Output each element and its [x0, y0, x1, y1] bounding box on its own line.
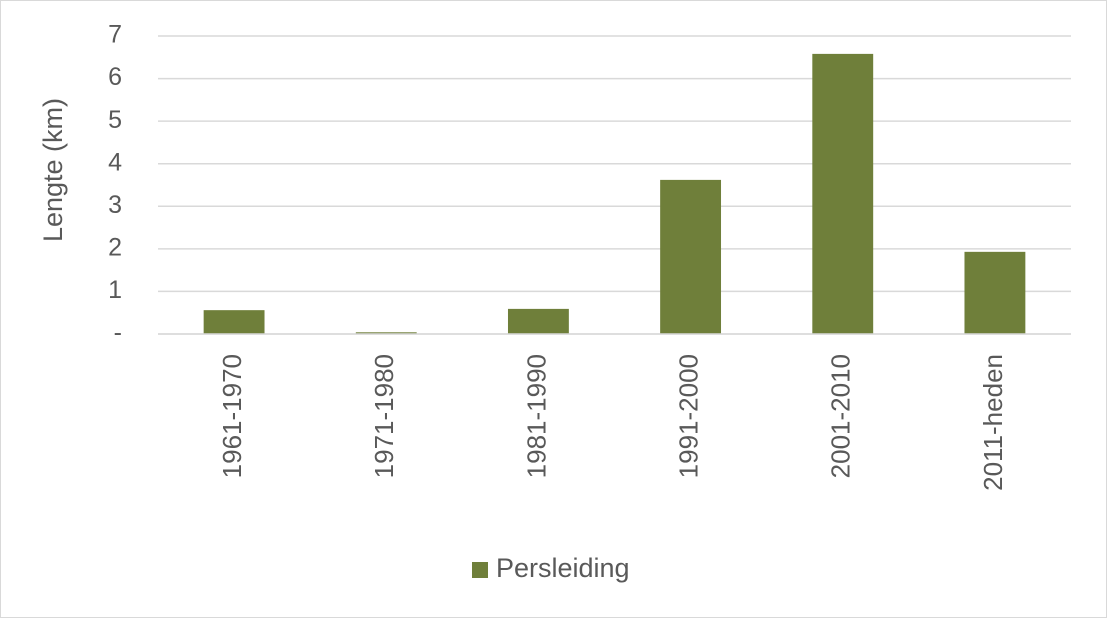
- x-tick-label: 1991-2000: [673, 354, 703, 478]
- y-tick-label: -: [114, 319, 122, 347]
- x-tick-label: 1961-1970: [217, 354, 247, 478]
- y-axis-label: Lengte (km): [38, 98, 68, 242]
- bar: [812, 53, 874, 334]
- y-tick-label: 3: [108, 191, 122, 219]
- x-tick-label: 2001-2010: [826, 354, 856, 478]
- y-tick-label: 1: [108, 276, 122, 304]
- bar: [355, 332, 417, 334]
- y-tick-label: 7: [108, 21, 122, 49]
- x-tick-label: 1971-1980: [369, 354, 399, 478]
- bar: [507, 308, 569, 334]
- bar: [660, 179, 722, 334]
- legend-label: Persleiding: [496, 553, 630, 583]
- legend-swatch: [472, 562, 488, 578]
- y-tick-label: 2: [108, 233, 122, 261]
- x-tick-label: 2011-heden: [978, 354, 1008, 491]
- bar: [964, 251, 1026, 334]
- y-tick-label: 6: [108, 63, 122, 91]
- x-tick-label: 1981-1990: [521, 354, 551, 478]
- y-tick-label: 5: [108, 106, 122, 134]
- bar: [203, 310, 265, 334]
- y-tick-label: 4: [108, 148, 122, 176]
